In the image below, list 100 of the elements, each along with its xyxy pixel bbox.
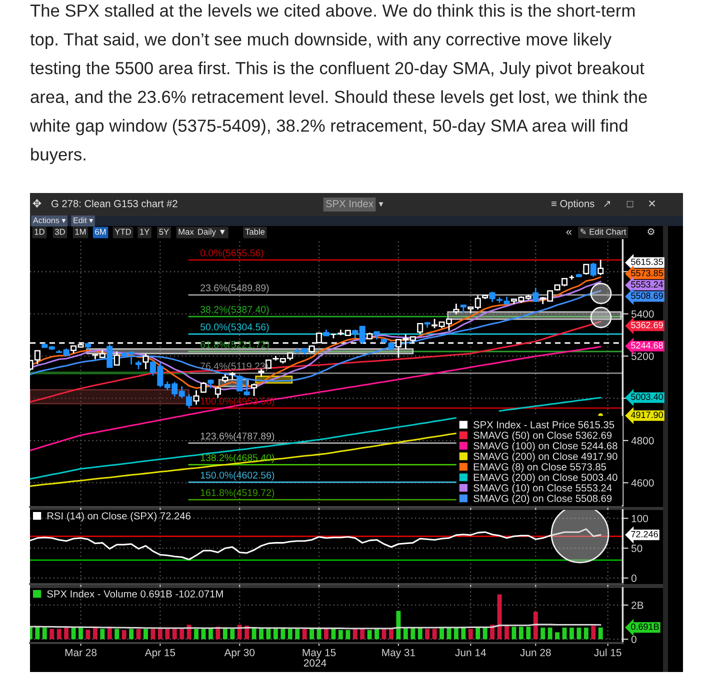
bar [50, 628, 54, 640]
bar [352, 628, 358, 640]
bar [512, 626, 516, 640]
bar [555, 632, 560, 640]
bar [56, 628, 62, 640]
y-tick-label: 2B [632, 602, 644, 609]
x-tick-label: Jun 28 [520, 648, 551, 656]
text: 6M [95, 228, 106, 235]
bar [576, 628, 582, 640]
bar [86, 630, 90, 640]
bar [180, 628, 184, 640]
text: 5362.69 [631, 322, 663, 328]
legend-label: SMAVG (50) on Close 5362.69 [474, 431, 612, 441]
bar [440, 628, 444, 640]
text: Actions ▾ [33, 217, 66, 224]
bar [425, 628, 430, 640]
bar [280, 628, 286, 640]
bar [150, 628, 156, 640]
x-tick-label: Apr 15 [144, 648, 176, 658]
bar [288, 628, 292, 640]
ref-line-label: 138.2%(4685.40) [200, 454, 274, 464]
ref-line-label: 0.0%(5655.56) [200, 249, 264, 258]
text: The SPX stalled at the levels we cited above. We do think this is the short-term top. That said, we don’t see much downside, with any corrective move likely testing the 5500 area first. This is the confluent 20-day SMA, July pivot breakout area, and the 23.6% retracement level. Should these levels get lost, we think the white gap window (5375-5409), 38.2% retracement, 50-day SMA area will find buyers. [30, 4, 647, 164]
bar [468, 628, 473, 640]
bar [100, 628, 105, 640]
bar [533, 612, 538, 640]
y-tick-label: 0 [631, 574, 636, 582]
bar [316, 628, 322, 640]
legend-label: SMAVG (100) on Close 5244.68 [474, 442, 618, 452]
candlestick [453, 303, 460, 315]
text: ↗ [604, 201, 610, 207]
text: Max [178, 228, 194, 235]
ref-line-label: 50.0%(5304.56) [200, 323, 269, 332]
bar [35, 626, 40, 640]
bar [591, 626, 596, 640]
text: 4917.90 [630, 412, 663, 418]
bar [569, 628, 574, 640]
text: ⚙ [648, 228, 654, 236]
x-tick-label: Apr 30 [224, 648, 255, 658]
bar [122, 630, 126, 640]
ref-line-label: 123.6%(4787.89) [200, 432, 274, 442]
bar [454, 628, 458, 640]
text: 1D [34, 228, 44, 235]
bar [144, 628, 148, 640]
bar [548, 628, 552, 640]
text: 5553.24 [631, 281, 664, 288]
bar [71, 628, 76, 640]
bar [295, 628, 300, 640]
y-tick-label: 100 [632, 514, 648, 522]
x-tick-label: May 15 [302, 648, 336, 658]
x-tick-label: Jul 15 [594, 648, 622, 656]
text: 0.691B [631, 623, 659, 630]
text: ✎ Edit Chart [580, 228, 626, 235]
bar [598, 627, 603, 640]
candlestick [388, 341, 394, 352]
bar [230, 628, 235, 640]
bar [273, 628, 278, 640]
text: ▾ [378, 202, 384, 207]
text: 5Y [159, 228, 169, 235]
legend-label: SMAVG (20) on Close 5508.69 [474, 494, 612, 504]
text: 3D [54, 228, 65, 235]
bar [172, 628, 177, 640]
x-tick-label: Jun 14 [455, 648, 486, 656]
y-tick-label: 5200 [631, 352, 654, 360]
bar [136, 628, 141, 640]
bar [252, 628, 256, 640]
bar [165, 628, 170, 640]
bar [64, 628, 69, 640]
candlestick [142, 353, 149, 370]
bar [346, 630, 350, 640]
bar [432, 628, 437, 640]
text: 5244.68 [631, 342, 663, 349]
bar [310, 628, 314, 640]
legend-label: SMAVG (200) on Close 4917.90 [474, 452, 618, 462]
bar [504, 626, 509, 640]
text: Edit ▾ [74, 217, 94, 224]
text: 72.246 [631, 530, 658, 538]
bar [360, 628, 365, 640]
x-axis-title: 2024 [304, 659, 326, 667]
candlestick [186, 393, 192, 409]
text: ≡ Options [551, 200, 594, 210]
bar [114, 628, 120, 640]
ref-line-label: 61.8%(5221.72) [200, 340, 269, 350]
bar [42, 628, 47, 640]
candlestick [417, 322, 424, 335]
candlestick [236, 374, 243, 392]
bar [302, 628, 307, 640]
line-series [30, 528, 602, 560]
candlestick [532, 287, 539, 302]
bar [194, 628, 199, 640]
bar [584, 628, 588, 640]
candlestick [114, 350, 120, 366]
bar [497, 594, 502, 640]
y-tick-label: 0 [631, 636, 636, 644]
legend-label: EMAVG (200) on Close 5003.40 [474, 474, 618, 483]
text: 1Y [140, 228, 150, 235]
x-tick-label: May 31 [382, 648, 416, 658]
bar [403, 628, 408, 640]
x-tick-label: Mar 28 [65, 648, 97, 656]
bar [367, 630, 372, 640]
